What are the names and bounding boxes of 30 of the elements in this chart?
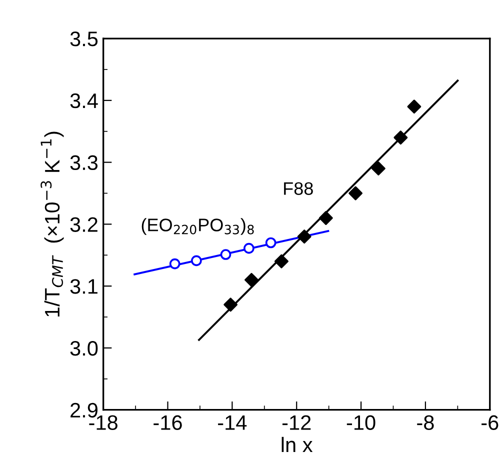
y-tick-label: 3.3 — [70, 155, 98, 170]
y-tick-label: 3.0 — [70, 340, 98, 356]
point — [265, 237, 276, 248]
point — [244, 242, 254, 254]
point — [348, 186, 363, 200]
point — [318, 211, 333, 225]
point — [297, 230, 312, 244]
y-tick-label: 3.4 — [70, 93, 98, 108]
series-label: (EO$_{220}$PO$_{33}$)$_{8}$ — [142, 218, 254, 235]
point — [371, 162, 386, 176]
point — [224, 298, 238, 312]
y-axis-title: 1/T$_{CMT}$ (×10$^{−3}$ K$^{−1}$) — [40, 132, 64, 316]
x-tick-label: -14 — [218, 415, 247, 430]
y-tick-label: 3.5 — [70, 32, 98, 46]
series-label: F88 — [284, 182, 313, 195]
point — [274, 254, 288, 268]
point — [191, 255, 202, 266]
x-tick-label: -10 — [346, 415, 376, 430]
point — [407, 100, 422, 114]
y-tick-label: 3.2 — [70, 217, 98, 232]
point — [220, 249, 232, 260]
point — [394, 130, 408, 145]
x-tick-label: -8 — [417, 415, 434, 430]
y-tick-label: 3.1 — [70, 279, 98, 294]
point — [169, 258, 180, 270]
x-axis-title: ln x — [282, 436, 313, 452]
x-tick-label: -12 — [282, 415, 311, 430]
point — [244, 272, 258, 287]
x-tick-label: -16 — [154, 415, 182, 430]
x-tick-label: -6 — [482, 415, 498, 430]
